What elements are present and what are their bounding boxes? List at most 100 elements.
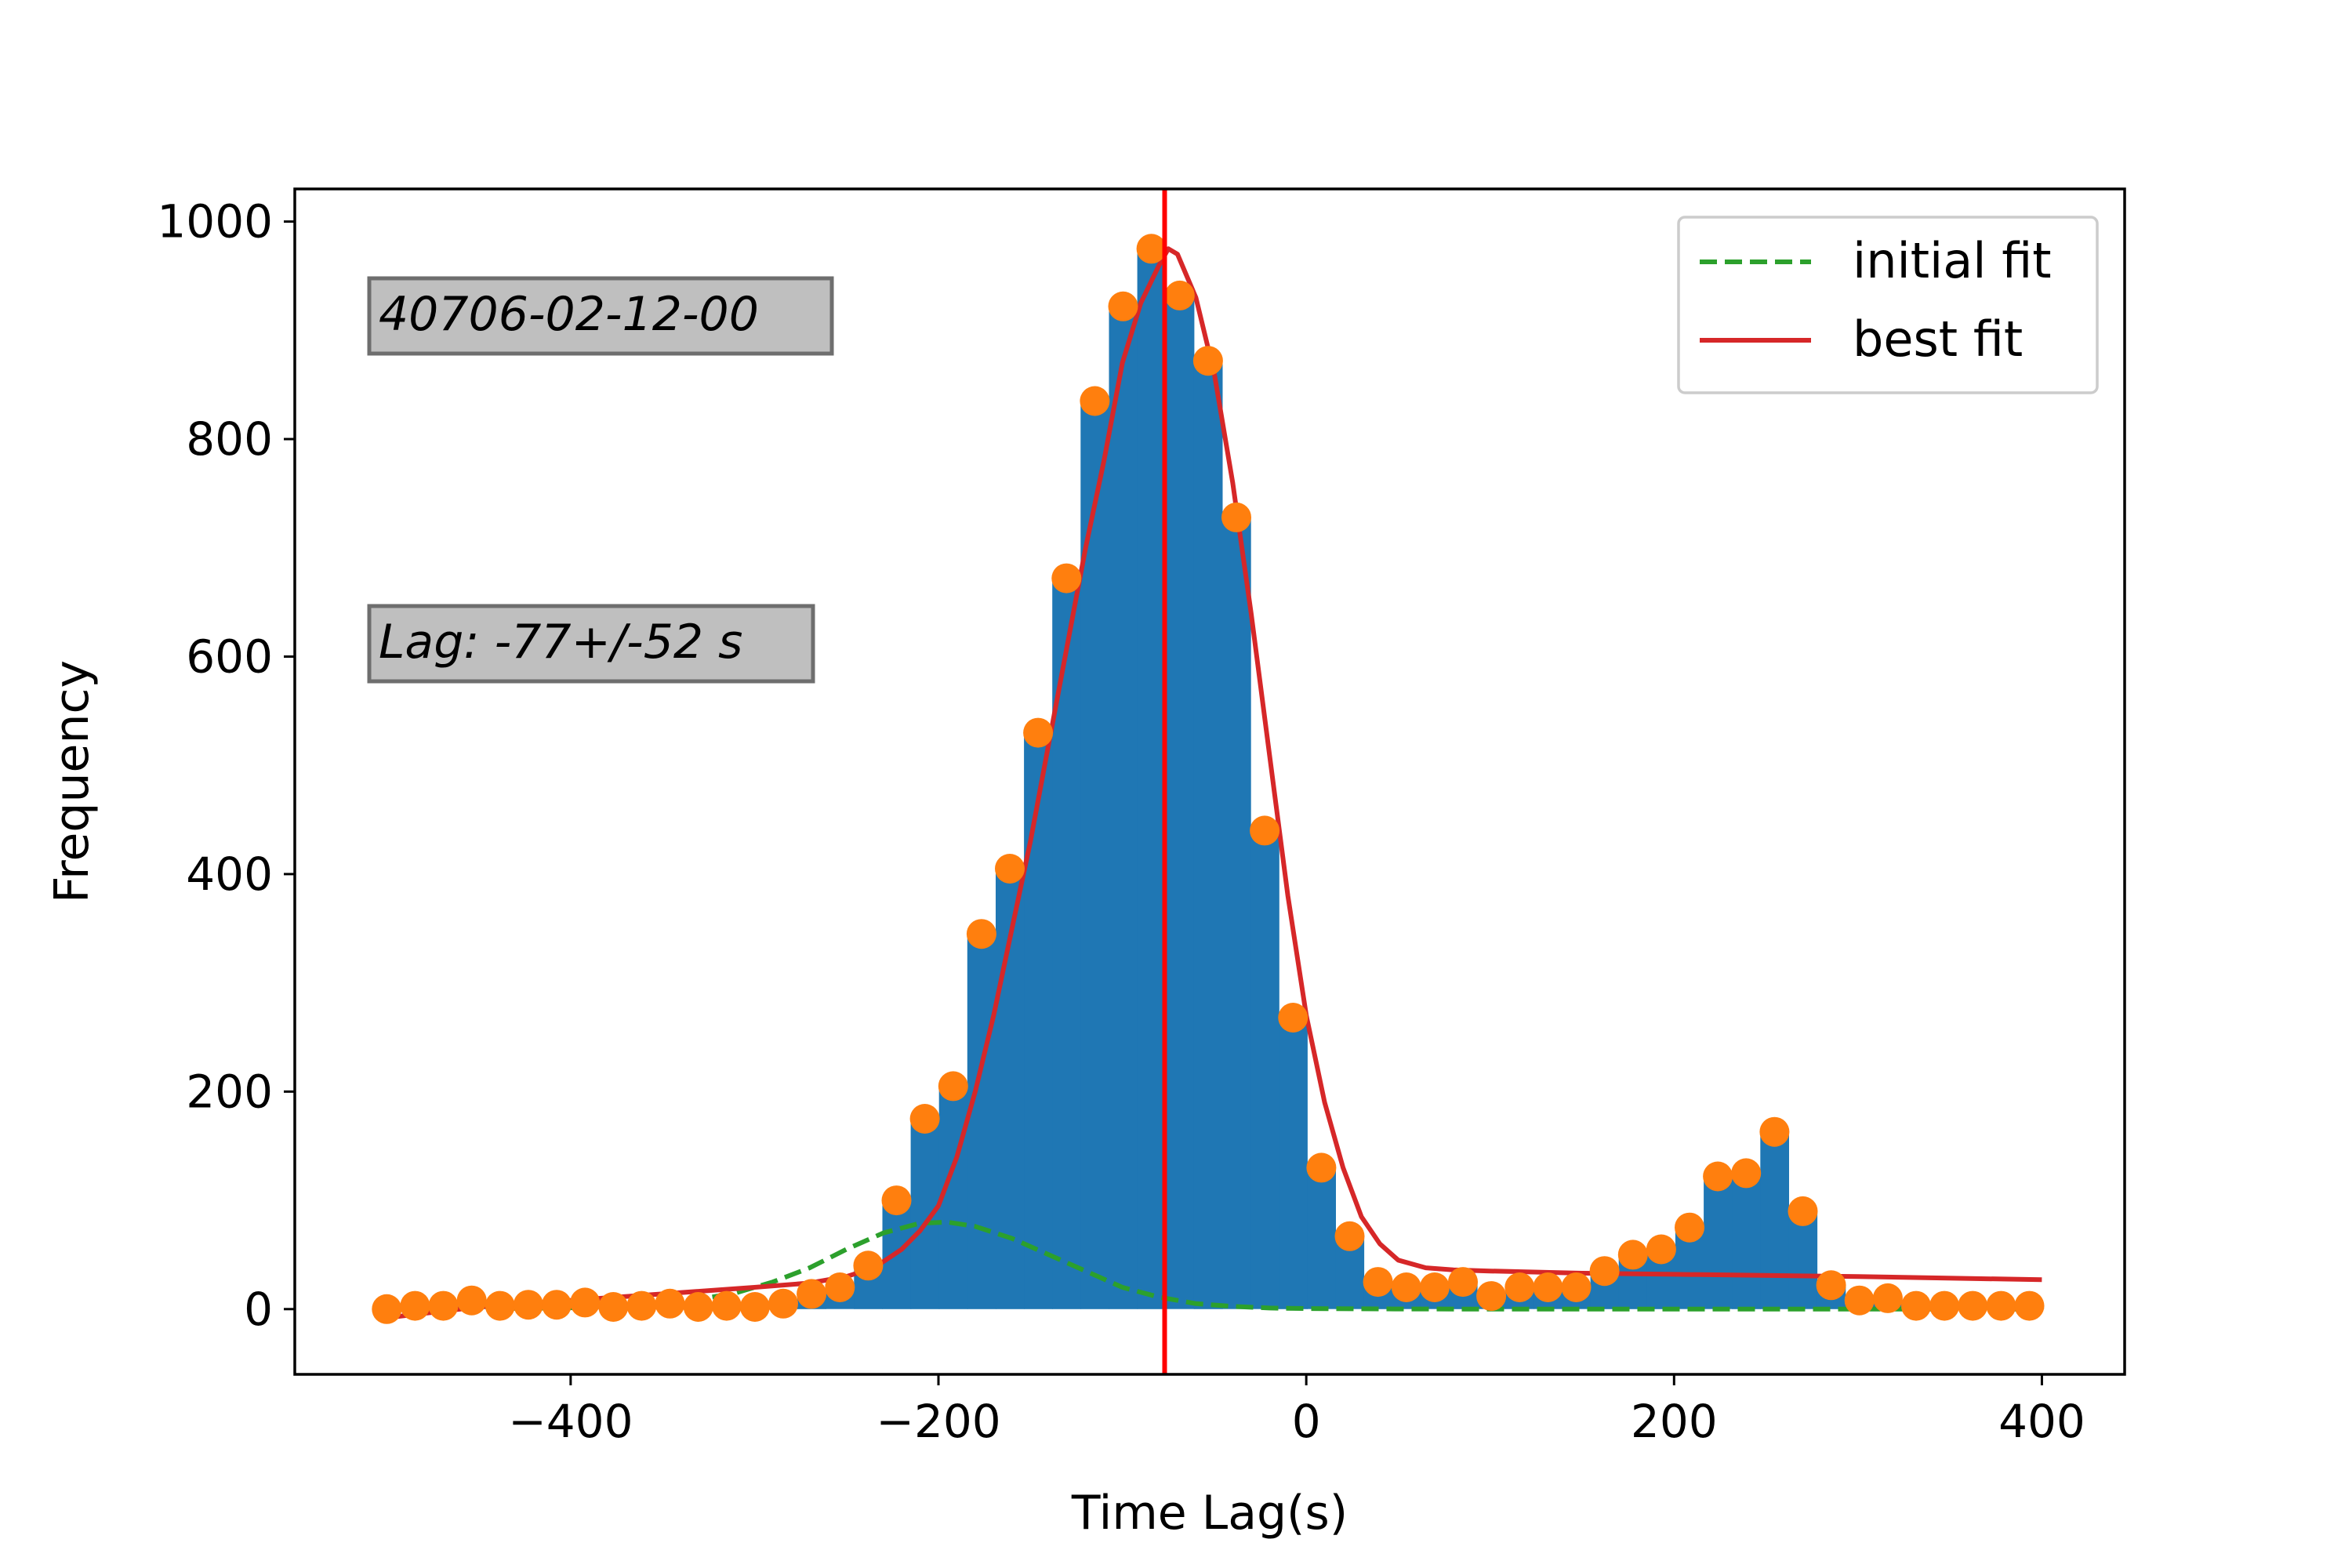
data-point	[739, 1292, 770, 1322]
data-point	[1476, 1281, 1507, 1312]
annotation-run-id: 40706-02-12-00	[367, 276, 834, 356]
histogram-bar	[967, 934, 996, 1309]
y-tick-label: 400	[186, 848, 273, 901]
data-point	[909, 1104, 940, 1134]
histogram-bar	[1788, 1210, 1818, 1309]
data-point	[1986, 1290, 2016, 1321]
annotation-box	[367, 604, 815, 684]
data-point	[797, 1279, 827, 1309]
data-point	[513, 1290, 543, 1320]
annotation-lag: Lag: -77+/-52 s	[367, 604, 815, 684]
histogram-bar	[1080, 401, 1109, 1309]
histogram-bar	[1732, 1173, 1761, 1309]
y-tick-label: 0	[244, 1283, 273, 1336]
data-point	[1788, 1196, 1818, 1226]
data-points	[372, 234, 2045, 1324]
x-tick-label: 200	[1631, 1395, 1718, 1448]
y-axis-label: Frequency	[45, 660, 100, 903]
data-point	[1703, 1161, 1733, 1192]
legend-initial-fit-label: initial fit	[1853, 232, 2052, 289]
initial-fit-line	[387, 1219, 2042, 1312]
histogram-bar	[1052, 578, 1081, 1309]
data-point	[626, 1290, 657, 1321]
data-point	[768, 1288, 798, 1319]
data-point	[1646, 1234, 1676, 1265]
data-point	[1929, 1290, 1960, 1321]
x-tick-label: −400	[508, 1395, 633, 1448]
data-point	[1334, 1221, 1365, 1251]
histogram-bar	[1024, 732, 1053, 1309]
data-point	[1504, 1272, 1535, 1302]
y-tick-label: 1000	[157, 195, 273, 249]
y-axis-ticks: 0 200 400 600 800 1000	[157, 195, 295, 1336]
data-point	[1844, 1285, 1875, 1316]
histogram-bar	[1137, 249, 1167, 1309]
histogram-bar	[1222, 517, 1251, 1309]
data-point	[1221, 502, 1251, 532]
x-axis-label: Time Lag(s)	[1071, 1486, 1348, 1541]
legend-best-fit-label: best fit	[1853, 310, 2023, 368]
annotation-run-id-text: 40706-02-12-00	[379, 287, 759, 342]
data-point	[542, 1290, 572, 1320]
data-point	[456, 1285, 487, 1316]
x-tick-label: 400	[1998, 1395, 2085, 1448]
data-point	[711, 1290, 742, 1321]
data-point	[1363, 1267, 1393, 1298]
data-point	[1136, 234, 1167, 264]
y-tick-label: 800	[186, 412, 273, 466]
data-point	[1561, 1272, 1592, 1302]
data-point	[1448, 1267, 1478, 1298]
data-point	[1958, 1290, 1988, 1321]
data-point	[1051, 563, 1082, 593]
data-point	[598, 1292, 629, 1322]
histogram-bar	[1307, 1167, 1336, 1309]
annotation-box	[367, 276, 834, 356]
data-point	[825, 1272, 855, 1302]
data-point	[995, 854, 1025, 884]
data-point	[1278, 1003, 1308, 1033]
data-point	[485, 1290, 515, 1321]
data-point	[1023, 717, 1054, 748]
data-point	[1533, 1272, 1563, 1302]
x-tick-label: −200	[876, 1395, 1000, 1448]
x-axis-ticks: −400 −200 0 200 400	[508, 1374, 2085, 1448]
data-point	[966, 919, 996, 949]
data-point	[2014, 1290, 2045, 1321]
data-point	[372, 1294, 402, 1324]
y-tick-label: 200	[186, 1065, 273, 1118]
data-point	[428, 1290, 459, 1321]
histogram-bar	[1250, 830, 1279, 1309]
data-point	[400, 1290, 430, 1321]
data-point	[1391, 1272, 1421, 1302]
data-point	[1617, 1240, 1648, 1270]
histogram-bar	[1193, 361, 1223, 1309]
data-point	[1306, 1152, 1337, 1183]
histogram-bar	[1279, 1018, 1308, 1309]
data-point	[683, 1292, 713, 1322]
data-point	[1192, 346, 1223, 376]
x-tick-label: 0	[1292, 1395, 1321, 1448]
data-point	[1759, 1116, 1790, 1147]
data-point	[1108, 291, 1138, 321]
data-point	[1816, 1270, 1846, 1301]
y-tick-label: 600	[186, 630, 273, 683]
data-point	[1164, 280, 1195, 310]
histogram-bar	[1704, 1176, 1733, 1309]
data-point	[655, 1288, 685, 1319]
data-point	[881, 1185, 912, 1216]
data-point	[938, 1071, 968, 1102]
data-point	[1675, 1212, 1704, 1243]
data-point	[1080, 386, 1110, 416]
data-point	[570, 1287, 601, 1318]
annotation-lag-text: Lag: -77+/-52 s	[379, 615, 742, 670]
data-point	[1250, 815, 1280, 846]
histogram-bar	[1165, 295, 1195, 1309]
data-point	[1872, 1283, 1903, 1313]
plot-frame	[293, 187, 2126, 1376]
data-point	[1731, 1158, 1762, 1189]
legend: initial fit best fit	[1677, 216, 2099, 394]
histogram-bar	[1760, 1131, 1789, 1309]
data-point	[1901, 1290, 1931, 1321]
data-point	[1589, 1256, 1620, 1287]
